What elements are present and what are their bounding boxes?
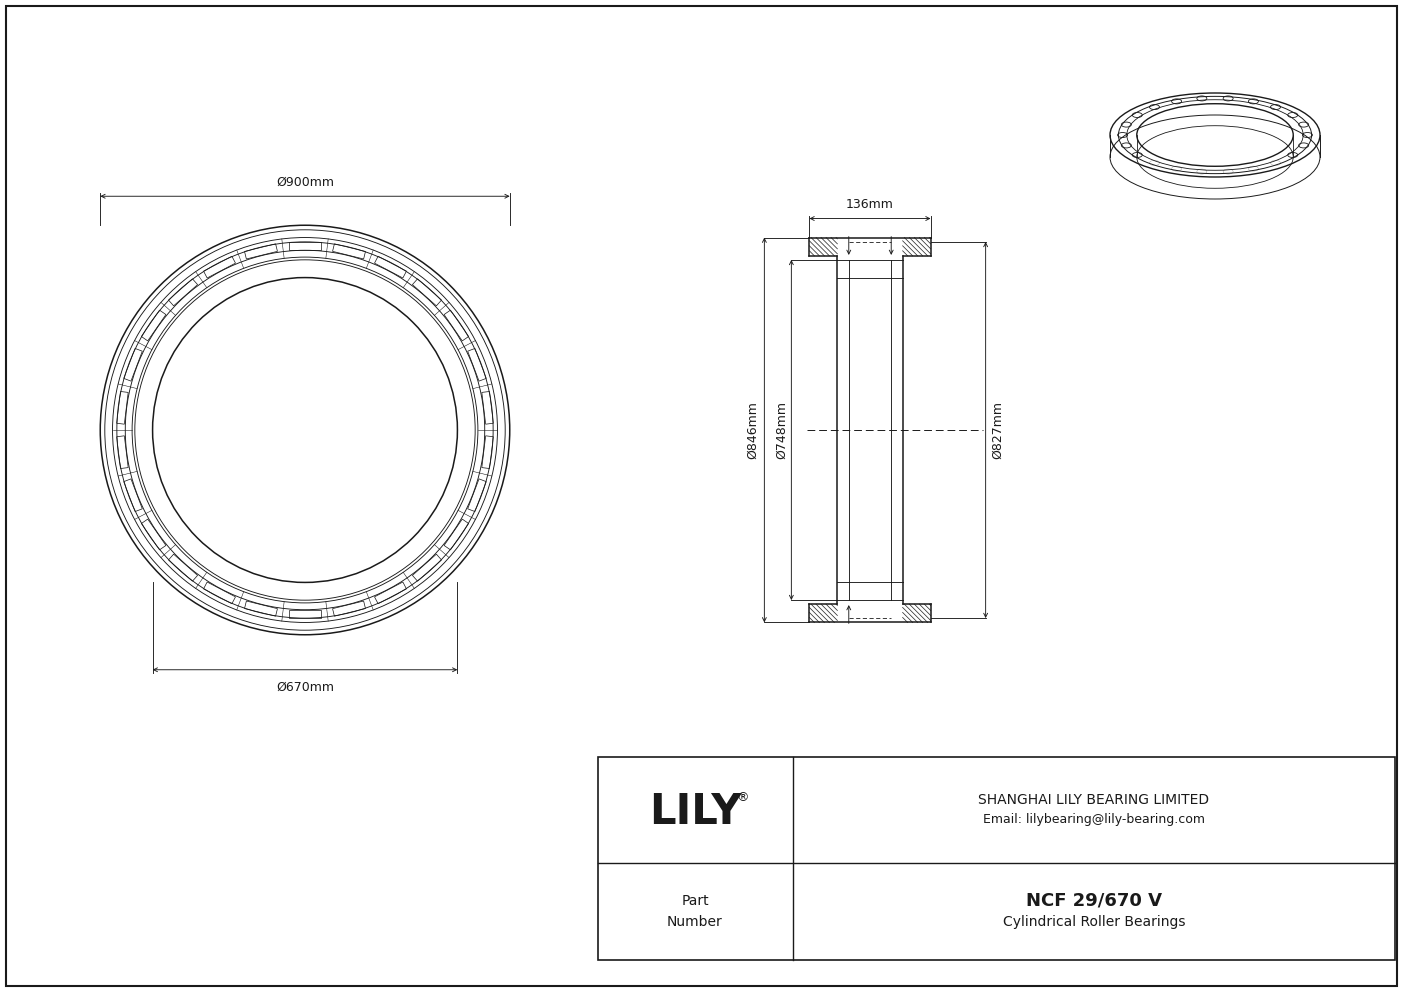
Text: Ø827mm: Ø827mm <box>991 401 1003 459</box>
Text: Email: lilybearing@lily-bearing.com: Email: lilybearing@lily-bearing.com <box>984 813 1205 826</box>
Text: SHANGHAI LILY BEARING LIMITED: SHANGHAI LILY BEARING LIMITED <box>978 793 1209 806</box>
Text: Ø846mm: Ø846mm <box>746 401 759 459</box>
Text: NCF 29/670 V: NCF 29/670 V <box>1026 891 1162 910</box>
Text: LILY: LILY <box>648 791 741 832</box>
Text: 136mm: 136mm <box>846 197 894 210</box>
Text: Ø670mm: Ø670mm <box>276 681 334 693</box>
Text: Part
Number: Part Number <box>666 894 723 929</box>
Bar <box>598 757 1395 960</box>
Text: Ø748mm: Ø748mm <box>776 401 788 459</box>
Text: ®: ® <box>737 792 749 805</box>
Text: Ø900mm: Ø900mm <box>276 177 334 189</box>
Text: Cylindrical Roller Bearings: Cylindrical Roller Bearings <box>1003 916 1186 930</box>
